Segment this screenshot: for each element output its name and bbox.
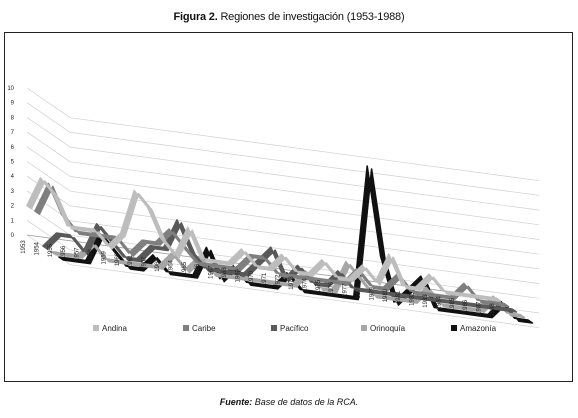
x-tick-label: 1960 [115, 252, 121, 266]
gridline [70, 220, 540, 284]
gridline-side [26, 205, 71, 236]
series-pacifico-ribbon [42, 219, 518, 313]
x-tick-label: 1970 [249, 270, 255, 284]
gridline [70, 176, 540, 240]
y-tick-label: 9 [11, 101, 15, 107]
x-tick-label: 1971 [262, 272, 268, 286]
x-tick-label: 1979 [369, 286, 375, 300]
x-tick-label: 1956 [61, 245, 67, 259]
x-tick-label: 1974 [302, 277, 308, 291]
x-tick-label: 1953 [21, 240, 27, 254]
figure-title: Figura 2. Regiones de investigación (195… [0, 11, 578, 23]
x-tick-label: 1987 [477, 301, 483, 315]
x-tick-label: 1954 [34, 241, 40, 255]
legend-label: Pacífico [280, 324, 309, 333]
gridline-side [26, 131, 71, 163]
gridline [70, 132, 540, 196]
x-tick-label: 1981 [396, 290, 402, 304]
legend-label: Caribe [192, 324, 216, 333]
y-tick-label: 2 [11, 204, 15, 210]
legend-label: Orinoquía [370, 324, 406, 333]
gridline-side [26, 87, 71, 118]
x-tick-label: 1962 [142, 256, 148, 270]
x-tick-label: 1965 [182, 261, 188, 275]
y-tick-label: 1 [11, 218, 15, 224]
gridline [70, 190, 540, 255]
y-tick-label: 7 [11, 130, 15, 136]
x-tick-label: 1975 [316, 279, 322, 293]
legend-swatch [183, 325, 189, 331]
y-tick-label: 3 [11, 189, 15, 195]
x-tick-label: 1961 [128, 254, 134, 268]
legend-swatch [93, 325, 99, 331]
legend-swatch [451, 325, 457, 331]
x-tick-label: 1985 [450, 297, 456, 311]
legend-label: Amazonía [460, 324, 497, 333]
legend-swatch [271, 325, 277, 331]
gridline [70, 161, 540, 226]
x-tick-label: 1988 [490, 303, 496, 317]
gridline-side [26, 161, 71, 192]
y-tick-label: 4 [11, 174, 15, 180]
chart-frame: 0 1 2 3 4 5 6 7 8 9 10 1953 1954 1955 1956 1957 1958 1959… [4, 32, 573, 382]
x-tick-label: 1982 [410, 292, 416, 306]
legend-swatch [361, 325, 367, 331]
y-tick-label: 8 [11, 115, 15, 121]
series-orinoquia-ribbon [50, 241, 526, 319]
series-caribe-ribbon [34, 182, 510, 308]
y-tick-label: 6 [11, 145, 15, 151]
figure-title-number: Figura 2. [173, 11, 218, 23]
x-tick-label: 1976 [329, 281, 335, 295]
gridline [70, 205, 540, 270]
x-tick-label: 1972 [276, 274, 282, 288]
y-tick-label: 5 [11, 160, 15, 166]
x-tick-label: 1957 [75, 247, 81, 261]
x-tick-label: 1968 [222, 267, 228, 281]
x-tick-label: 1964 [168, 259, 174, 273]
gridline [70, 146, 540, 211]
gridline [70, 264, 540, 329]
figure-title-text: Regiones de investigación (1953-1988) [220, 11, 405, 23]
line-chart: 0 1 2 3 4 5 6 7 8 9 10 1953 1954 1955 1956 1957 1958 1959… [7, 86, 540, 333]
x-tick-label: 1980 [383, 288, 389, 302]
x-tick-label: 1955 [48, 243, 54, 257]
x-tick-label: 1966 [195, 263, 201, 277]
x-tick-label: 1973 [289, 276, 295, 290]
figure-source-label: Fuente: [219, 397, 253, 407]
x-tick-label: 1977 [343, 283, 349, 297]
legend-label: Andina [102, 324, 127, 333]
x-tick-label: 1967 [209, 265, 215, 279]
x-tick-label: 1986 [463, 299, 469, 313]
series-amazonia-ribbon [58, 165, 534, 324]
gridline-side [26, 146, 71, 177]
gridline-side [26, 117, 71, 148]
x-tick-label: 1983 [423, 294, 429, 308]
x-tick-label: 1959 [101, 250, 107, 264]
series-andina-ribbon [26, 177, 502, 302]
x-tick-label: 1978 [356, 285, 362, 299]
gridline-side [26, 102, 71, 133]
y-tick-label: 10 [7, 86, 14, 92]
x-tick-label: 1984 [436, 295, 442, 309]
x-tick-label: 1969 [235, 268, 241, 282]
x-tick-label: 1963 [155, 258, 161, 272]
figure-source: Fuente: Base de datos de la RCA. [0, 397, 578, 407]
figure-source-text: Base de datos de la RCA. [254, 397, 359, 407]
gridline [70, 117, 540, 182]
y-tick-label: 0 [11, 233, 15, 239]
x-tick-label: 1958 [88, 249, 94, 263]
gridline-side [26, 220, 71, 251]
